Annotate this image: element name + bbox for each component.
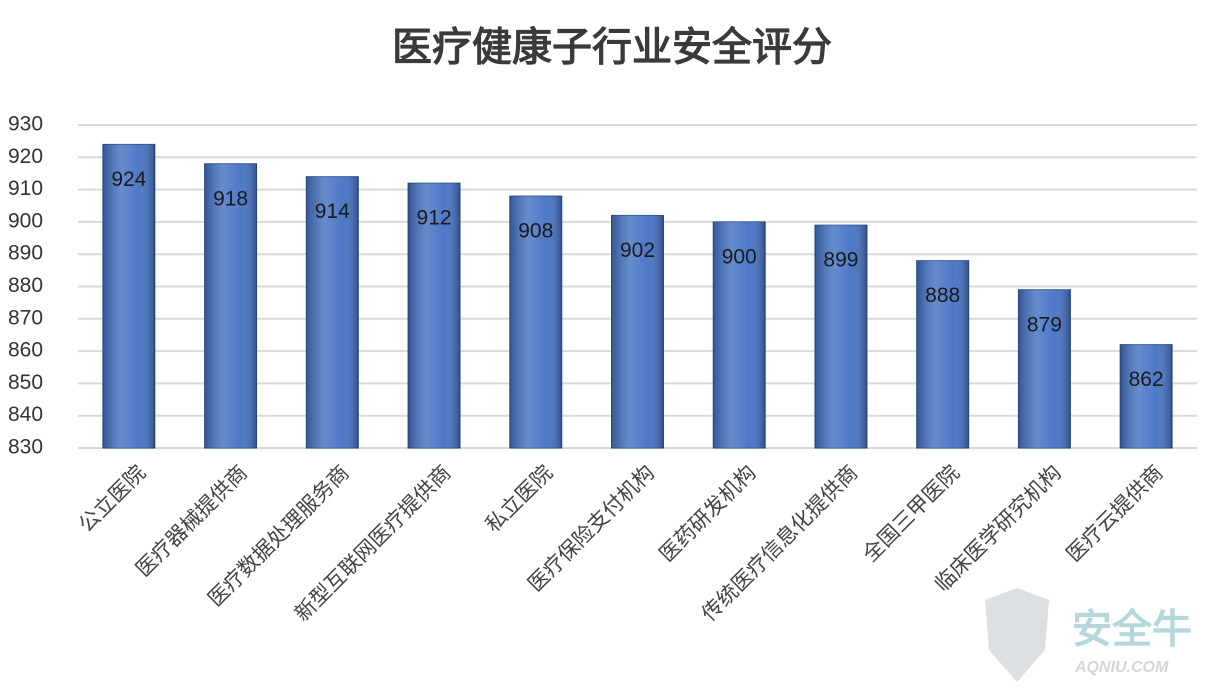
bar bbox=[1119, 344, 1173, 449]
watermark-logo bbox=[985, 588, 1049, 682]
watermark-subtext: AQNIU.COM bbox=[1074, 659, 1169, 676]
y-tick-label: 920 bbox=[8, 145, 43, 168]
y-tick-label: 850 bbox=[8, 371, 43, 394]
x-tick-label: 公立医院 bbox=[75, 461, 151, 537]
y-tick-label: 860 bbox=[8, 339, 43, 362]
watermark-text: 安全牛 bbox=[1072, 607, 1192, 652]
value-label: 879 bbox=[1027, 313, 1062, 336]
x-tick-label: 医药研发机构 bbox=[655, 461, 760, 566]
y-tick-label: 930 bbox=[8, 113, 43, 136]
x-tick-label: 医疗云提供商 bbox=[1062, 461, 1167, 566]
y-tick-label: 830 bbox=[8, 436, 43, 459]
value-label: 918 bbox=[213, 187, 248, 210]
value-label: 862 bbox=[1129, 368, 1164, 391]
y-tick-label: 870 bbox=[8, 306, 43, 329]
value-label: 899 bbox=[823, 249, 858, 272]
value-label: 912 bbox=[417, 207, 452, 230]
watermark: 安全牛 AQNIU.COM bbox=[985, 588, 1192, 682]
y-tick-label: 910 bbox=[8, 177, 43, 200]
value-label: 908 bbox=[518, 220, 553, 243]
y-tick-label: 840 bbox=[8, 403, 43, 426]
chart-title: 医疗健康子行业安全评分 bbox=[392, 25, 832, 70]
value-label: 902 bbox=[620, 239, 655, 262]
y-tick-label: 880 bbox=[8, 274, 43, 297]
value-label: 914 bbox=[315, 200, 350, 223]
x-tick-label: 全国三甲医院 bbox=[859, 461, 964, 566]
y-tick-label: 900 bbox=[8, 209, 43, 232]
value-label: 888 bbox=[925, 284, 960, 307]
y-tick-label: 890 bbox=[8, 242, 43, 265]
value-label: 924 bbox=[111, 168, 146, 191]
value-label: 900 bbox=[722, 245, 757, 268]
x-tick-label: 私立医院 bbox=[482, 461, 558, 537]
